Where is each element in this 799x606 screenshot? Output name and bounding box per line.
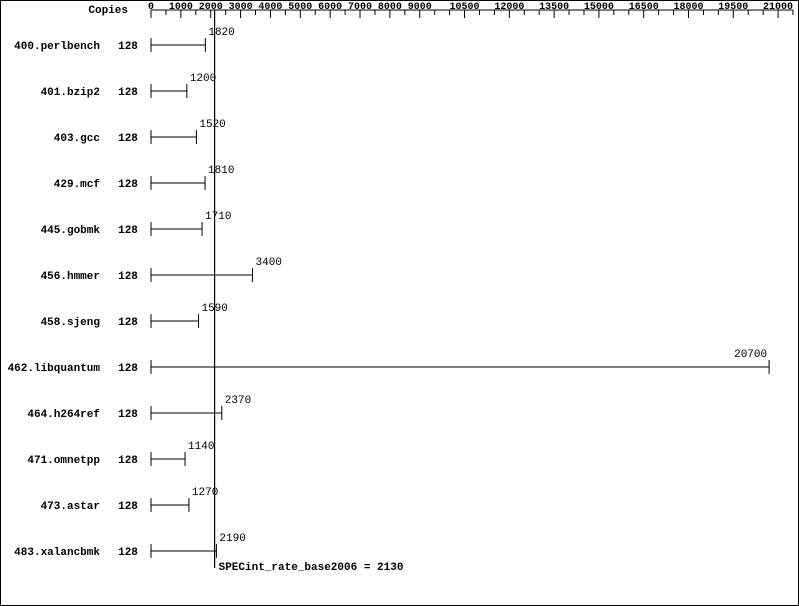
x-axis-tick-label: 2000 [199,2,223,13]
x-axis-tick-label: 19500 [718,2,748,13]
bar-value-label: 1820 [208,27,234,39]
x-axis-tick-label: 0 [148,2,154,13]
x-axis-tick-label: 16500 [629,2,659,13]
benchmark-name: 429.mcf [54,179,101,191]
x-axis-tick-label: 5000 [288,2,312,13]
copies-value: 128 [118,225,138,237]
copies-value: 128 [118,455,138,467]
copies-value: 128 [118,501,138,513]
copies-value: 128 [118,317,138,329]
benchmark-name: 401.bzip2 [41,87,100,99]
bar-value-label: 1810 [208,165,234,177]
benchmark-name: 400.perlbench [14,41,100,53]
benchmark-name: 462.libquantum [8,363,101,375]
x-axis-tick-label: 13500 [539,2,569,13]
copies-header: Copies [88,5,128,17]
benchmark-name: 403.gcc [54,133,100,145]
x-axis-tick-label: 1000 [169,2,193,13]
benchmark-name: 471.omnetpp [27,455,100,467]
copies-value: 128 [118,41,138,53]
reference-label: SPECint_rate_base2006 = 2130 [219,562,404,574]
x-axis-tick-label: 9000 [408,2,432,13]
benchmark-name: 456.hmmer [41,271,100,283]
x-axis-tick-label: 10500 [450,2,480,13]
x-axis-tick-label: 8000 [378,2,402,13]
x-axis-tick-label: 6000 [318,2,342,13]
copies-value: 128 [118,87,138,99]
bar-value-label: 1200 [190,73,216,85]
benchmark-name: 473.astar [41,501,100,513]
x-axis-tick-label: 12000 [494,2,524,13]
spec-rate-chart: Copies 0 1000 2000 3000 4000 5000 6000 7000 8000 9… [0,0,799,606]
copies-value: 128 [118,179,138,191]
x-axis-tick-label: 3000 [229,2,253,13]
copies-value: 128 [118,133,138,145]
copies-value: 128 [118,363,138,375]
x-axis-tick-label: 21000 [763,2,793,13]
bar-value-label: 1140 [188,441,214,453]
bar-value-label: 2370 [225,395,251,407]
x-axis-tick-label: 7000 [348,2,372,13]
benchmark-name: 445.gobmk [41,225,101,237]
benchmark-name: 464.h264ref [27,409,100,421]
bar-value-label: 2190 [219,533,245,545]
benchmark-name: 458.sjeng [41,317,100,329]
copies-value: 128 [118,547,138,559]
copies-value: 128 [118,409,138,421]
bar-value-label: 20700 [734,349,767,361]
copies-value: 128 [118,271,138,283]
x-axis-tick-label: 15000 [584,2,614,13]
x-axis-tick-label: 4000 [258,2,282,13]
benchmark-name: 483.xalancbmk [14,547,100,559]
bar-value-label: 1710 [205,211,231,223]
bar-value-label: 1520 [199,119,225,131]
bar-value-label: 3400 [256,257,282,269]
x-axis-tick-label: 18000 [673,2,703,13]
